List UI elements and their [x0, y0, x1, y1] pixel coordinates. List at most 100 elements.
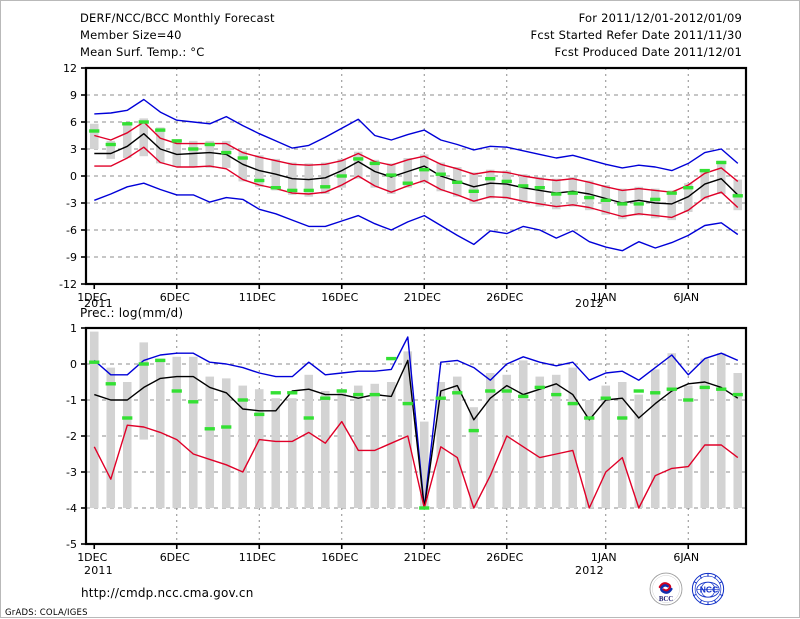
- range-bar: [238, 385, 248, 508]
- range-bar: [304, 374, 314, 508]
- range-bar: [403, 158, 413, 188]
- series-line: [94, 182, 739, 252]
- y-tick-label: -3: [66, 197, 77, 210]
- range-bar: [617, 382, 627, 508]
- panel-surface-temperature: -12 -9 -6 -3 0 3 6 9 12 1DEC 6DEC 11DEC 16DEC 21DEC 26…: [59, 62, 748, 304]
- range-bar: [386, 382, 396, 508]
- x-tick-label: 6DEC: [160, 291, 190, 304]
- series-line: [93, 420, 739, 509]
- range-bar: [320, 391, 330, 508]
- grads-credit: GrADS: COLA/IGES: [5, 608, 88, 618]
- range-bar: [172, 139, 182, 167]
- range-bar: [568, 367, 578, 508]
- range-bar: [122, 382, 132, 508]
- range-bar: [188, 356, 198, 508]
- y-tick-label: -1: [66, 394, 77, 407]
- range-bar: [139, 118, 149, 157]
- range-bar: [469, 172, 479, 204]
- range-bar: [502, 170, 512, 200]
- range-bar: [436, 382, 446, 508]
- x-tick-label: 1JAN: [591, 551, 617, 564]
- range-bar: [716, 160, 726, 194]
- y-tick-label: 9: [70, 89, 77, 102]
- x-tick-label: 1JAN: [591, 291, 617, 304]
- range-bar: [205, 376, 215, 508]
- range-bar: [205, 140, 215, 168]
- range-bar: [287, 398, 297, 508]
- y-tick-label: 6: [70, 116, 77, 129]
- x-tick-label: 26DEC: [486, 291, 523, 304]
- top-axis-year-right: 2012: [575, 297, 604, 310]
- range-bar: [584, 400, 594, 508]
- range-bar: [370, 159, 380, 188]
- temperature-panel-title: Mean Surf. Temp.: °C: [80, 45, 205, 59]
- forecast-period-label: For 2011/12/01-2012/01/09: [578, 11, 742, 25]
- range-bar: [370, 383, 380, 508]
- range-bar: [650, 369, 660, 508]
- range-bar: [254, 389, 264, 508]
- range-bar: [667, 190, 677, 221]
- range-bar: [403, 351, 413, 508]
- range-bar: [337, 389, 347, 508]
- range-bar: [634, 186, 644, 216]
- chart-title: DERF/NCC/BCC Monthly Forecast: [80, 11, 275, 25]
- x-tick-label: 6DEC: [160, 551, 190, 564]
- range-bar: [700, 358, 710, 508]
- x-tick-label: 11DEC: [239, 291, 276, 304]
- y-tick-label: -3: [66, 466, 77, 479]
- range-bar: [716, 353, 726, 508]
- series-line: [93, 336, 739, 509]
- y-tick-label: -9: [66, 251, 77, 264]
- series-line: [94, 121, 739, 193]
- range-bar: [683, 183, 693, 212]
- y-tick-label: 1: [70, 322, 77, 335]
- y-tick-label: -5: [66, 538, 77, 551]
- y-tick-label: 12: [63, 62, 77, 75]
- range-bar: [584, 180, 594, 211]
- y-tick-label: 0: [70, 170, 77, 183]
- x-tick-label: 21DEC: [404, 291, 441, 304]
- range-bar: [89, 331, 99, 508]
- range-bar: [155, 127, 165, 164]
- range-bar: [535, 176, 545, 207]
- top-axis-year-left: 2011: [84, 297, 113, 310]
- range-bar: [700, 171, 710, 200]
- bottom-axis-year-right: 2012: [575, 564, 604, 577]
- x-tick-label: 11DEC: [239, 551, 276, 564]
- range-bar: [518, 360, 528, 508]
- range-bar: [221, 378, 231, 508]
- range-bar: [551, 374, 561, 508]
- range-bar: [667, 353, 677, 508]
- range-bar: [172, 356, 182, 508]
- x-tick-label: 1DEC: [77, 551, 107, 564]
- x-tick-label: 16DEC: [321, 551, 358, 564]
- range-bar: [485, 169, 495, 199]
- range-bar: [683, 385, 693, 508]
- range-bar: [271, 398, 281, 508]
- series-line: [94, 359, 739, 509]
- x-tick-label: 1DEC: [77, 291, 107, 304]
- series-line: [94, 98, 739, 172]
- range-bar: [238, 150, 248, 182]
- range-bar: [452, 376, 462, 508]
- member-size-label: Member Size=40: [80, 28, 182, 42]
- range-bar: [535, 376, 545, 508]
- x-tick-label: 6JAN: [673, 551, 699, 564]
- range-bar: [469, 407, 479, 508]
- y-tick-label: 3: [70, 143, 77, 156]
- x-tick-label: 21DEC: [404, 551, 441, 564]
- x-tick-label: 16DEC: [321, 291, 358, 304]
- ncc-logo-text: NCC: [700, 584, 718, 594]
- range-bar: [155, 358, 165, 508]
- website-url[interactable]: http://cmdp.ncc.cma.gov.cn: [81, 586, 254, 600]
- range-bar: [419, 421, 429, 508]
- series-line: [94, 146, 739, 219]
- range-bar: [733, 373, 743, 508]
- range-bar: [106, 367, 116, 508]
- bcc-logo-icon: BCC: [649, 572, 683, 606]
- range-bar: [634, 394, 644, 508]
- x-tick-label: 6JAN: [673, 291, 699, 304]
